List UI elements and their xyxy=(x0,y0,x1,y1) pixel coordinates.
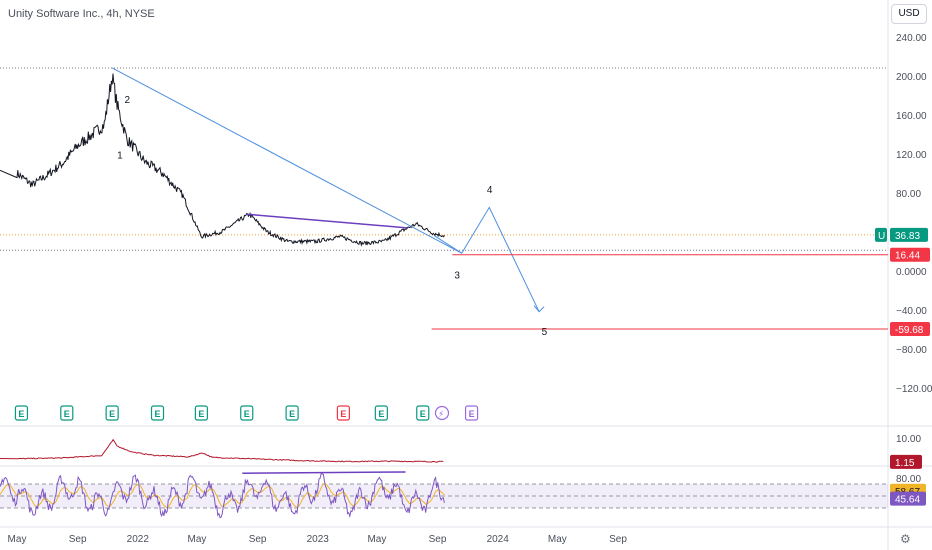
projection-arrowhead xyxy=(533,305,545,313)
horizontal-level-label: 16.44 xyxy=(895,251,920,262)
earnings-icon xyxy=(14,405,29,421)
earnings-letter: E xyxy=(109,409,115,419)
wave-label: 3 xyxy=(454,271,460,282)
x-tick-label: 2022 xyxy=(127,534,150,545)
earnings-icon xyxy=(240,405,254,421)
earnings-letter: E xyxy=(198,409,204,419)
earnings-icon xyxy=(60,405,74,421)
earnings-icon xyxy=(464,405,479,421)
rsi-divergence-line xyxy=(242,471,406,474)
horizontal-level-badge xyxy=(890,247,930,262)
wave-label: 5 xyxy=(542,327,548,338)
earnings-marker: E xyxy=(60,405,74,421)
x-tick-label: May xyxy=(548,534,567,545)
y-tick-label: −120.00 xyxy=(896,384,932,395)
wave-label: 4 xyxy=(487,185,493,196)
earnings-icon xyxy=(374,405,388,421)
earnings-letter: E xyxy=(244,409,250,419)
earnings-letter: E xyxy=(378,409,384,419)
y-tick-label: 80.00 xyxy=(896,189,921,200)
y-tick-label: 200.00 xyxy=(896,72,927,83)
earnings-letter: E xyxy=(18,409,24,419)
gear-icon[interactable]: ⚙ xyxy=(900,532,911,546)
x-tick-label: 2024 xyxy=(487,534,510,545)
earnings-marker: E xyxy=(464,405,479,421)
earnings-marker: E xyxy=(105,405,119,421)
x-tick-label: May xyxy=(367,534,386,545)
symbol-label: U xyxy=(878,231,885,242)
earnings-icon xyxy=(285,405,299,421)
earnings-letter: E xyxy=(289,409,295,419)
earnings-marker: E xyxy=(336,405,350,421)
indicator-badge xyxy=(890,454,922,469)
event-glyph: ⚡ xyxy=(438,410,444,420)
y-tick-label: 120.00 xyxy=(896,150,927,161)
x-tick-label: Sep xyxy=(609,534,627,545)
rsi-line xyxy=(0,472,445,519)
indicator-tick-label: 10.00 xyxy=(896,434,921,445)
earnings-letter: E xyxy=(64,409,70,419)
earnings-marker: E xyxy=(14,405,29,421)
wave-label: 2 xyxy=(124,95,130,106)
x-tick-label: May xyxy=(8,534,27,545)
projection-path xyxy=(433,206,540,312)
earnings-marker: E xyxy=(416,405,430,421)
earnings-letter: E xyxy=(469,409,475,419)
earnings-marker: E xyxy=(374,405,388,421)
earnings-marker: E xyxy=(285,405,299,421)
y-tick-label: −80.00 xyxy=(896,345,927,356)
event-icon xyxy=(434,405,450,421)
indicator-last-label: 1.15 xyxy=(895,458,915,469)
y-tick-label: 160.00 xyxy=(896,111,927,122)
earnings-letter: E xyxy=(420,409,426,419)
x-tick-label: Sep xyxy=(69,534,87,545)
wave-label: 1 xyxy=(117,151,123,162)
earnings-marker: E xyxy=(150,405,165,421)
y-tick-label: 240.00 xyxy=(896,33,927,44)
currency-button[interactable]: USD xyxy=(891,4,927,24)
symbol-badge xyxy=(875,227,887,242)
rsi-ma-badge xyxy=(890,491,926,506)
earnings-icon xyxy=(150,405,165,421)
last-price-label: 36.83 xyxy=(895,231,920,242)
earnings-icon xyxy=(336,405,350,421)
x-tick-label: Sep xyxy=(429,534,447,545)
chart-title: Unity Software Inc., 4h, NYSE xyxy=(8,8,155,20)
wedge-line xyxy=(246,213,408,229)
horizontal-level-label: -59.68 xyxy=(895,325,924,336)
x-tick-label: Sep xyxy=(249,534,267,545)
y-tick-label: −40.00 xyxy=(896,306,927,317)
earnings-icon xyxy=(105,405,119,421)
earnings-icon xyxy=(194,405,208,421)
x-tick-label: 2023 xyxy=(307,534,330,545)
horizontal-level-badge xyxy=(890,321,930,336)
earnings-icon xyxy=(416,405,430,421)
indicator-line xyxy=(0,438,444,463)
y-tick-label: 0.0000 xyxy=(896,267,927,278)
rsi-ma-last-label: 45.64 xyxy=(895,495,920,506)
price-series-line xyxy=(0,73,445,247)
trend-line xyxy=(111,67,462,254)
earnings-marker: E xyxy=(194,405,208,421)
earnings-marker: E xyxy=(240,405,254,421)
last-price-badge xyxy=(890,227,928,242)
x-tick-label: May xyxy=(188,534,207,545)
earnings-letter: E xyxy=(340,409,346,419)
earnings-letter: E xyxy=(155,409,161,419)
rsi-tick-label: 80.00 xyxy=(896,474,921,485)
